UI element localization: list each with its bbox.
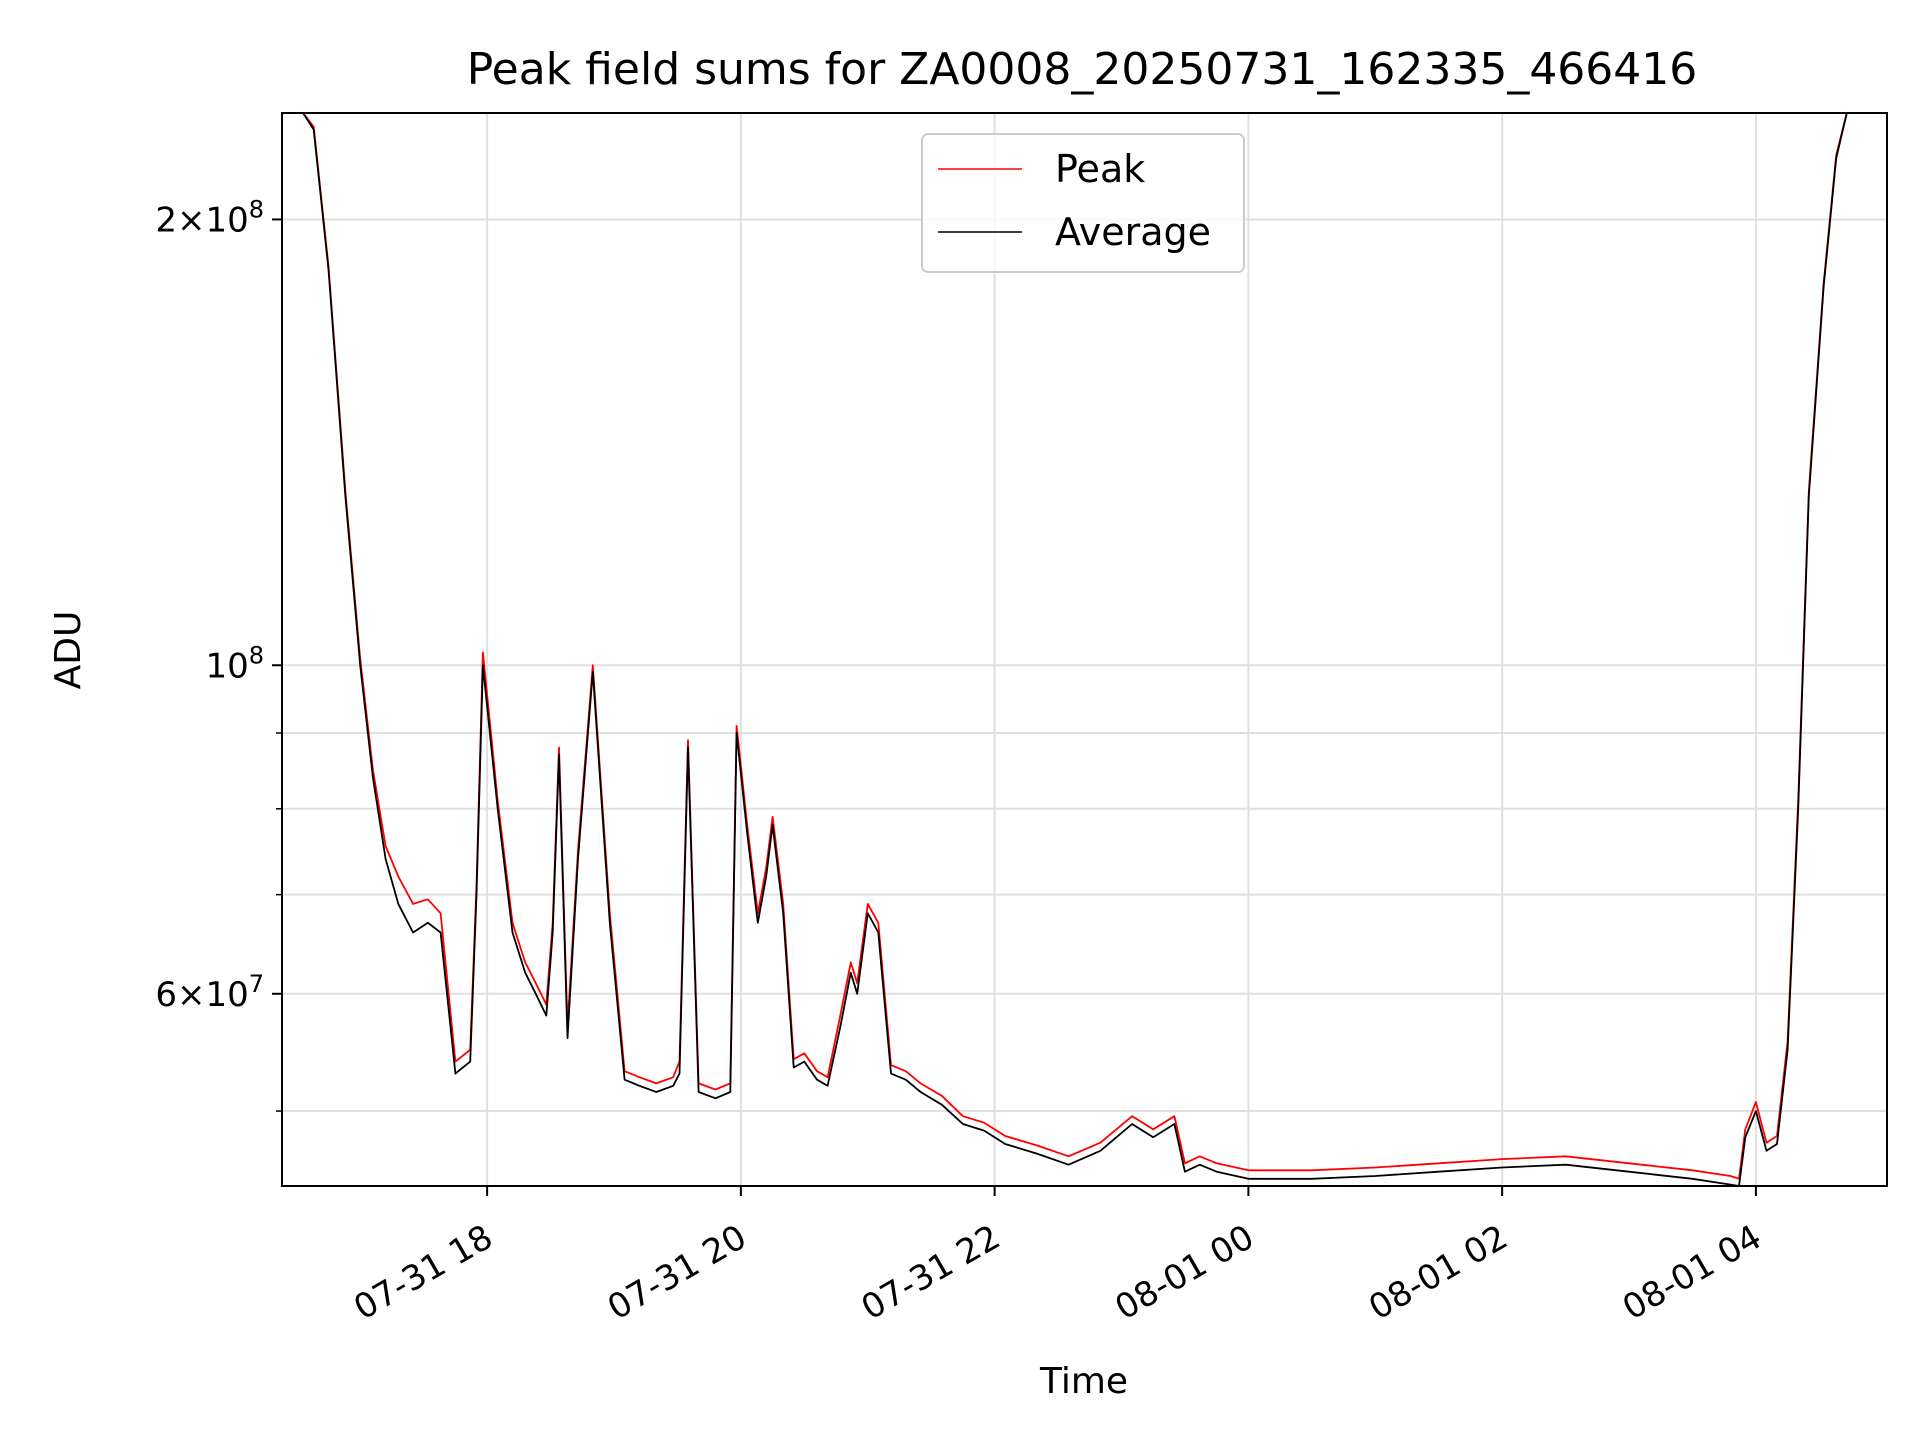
y-tick-label: 6×107 bbox=[155, 970, 264, 1015]
y-axis-label: ADU bbox=[48, 611, 89, 690]
x-axis-label: Time bbox=[1039, 1361, 1128, 1402]
series-line-average bbox=[282, 113, 1887, 1186]
legend: Peak Average bbox=[921, 133, 1245, 273]
chart-title: Peak field sums for ZA0008_20250731_1623… bbox=[467, 44, 1698, 95]
legend-label-average: Average bbox=[1055, 210, 1211, 254]
legend-label-peak: Peak bbox=[1055, 147, 1145, 191]
plot-frame bbox=[281, 112, 1888, 1187]
y-tick-label: 2×108 bbox=[155, 195, 264, 240]
series-layer bbox=[282, 113, 1887, 1186]
grid-layer bbox=[282, 113, 1887, 1186]
y-tick-label: 108 bbox=[205, 641, 264, 686]
